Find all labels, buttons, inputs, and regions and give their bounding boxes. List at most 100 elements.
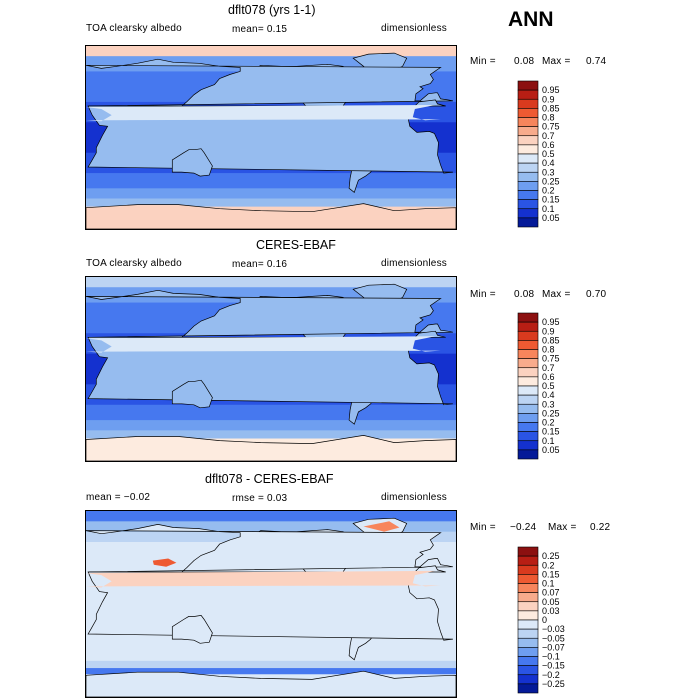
panel-title: CERES-EBAF xyxy=(256,238,336,252)
colorbar-swatch xyxy=(517,619,539,630)
colorbar-tick-label: −0.15 xyxy=(542,661,565,671)
units-label: dimensionless xyxy=(381,492,447,503)
colorbar-tick-label: 0.75 xyxy=(542,122,560,132)
colorbar-tick-label: 0.75 xyxy=(542,354,560,364)
latitude-band xyxy=(86,173,456,189)
colorbar-swatch xyxy=(517,592,539,603)
colorbar-swatch xyxy=(517,385,539,396)
latitude-band xyxy=(86,430,456,440)
latitude-band xyxy=(86,668,456,675)
colorbar-swatch xyxy=(517,181,539,191)
colorbar-swatch xyxy=(517,422,539,432)
colorbar-swatch xyxy=(517,440,539,451)
colorbar-tick-label: 0.5 xyxy=(542,149,555,159)
colorbar-obs-svg: 0.950.90.850.80.750.70.60.50.40.30.250.2… xyxy=(517,312,560,460)
latitude-band xyxy=(86,188,456,199)
season-label: ANN xyxy=(508,8,554,31)
mean-label: mean= 0.15 xyxy=(232,24,288,35)
colorbar-swatch xyxy=(517,367,539,378)
colorbar-swatch xyxy=(517,674,539,685)
colorbar-swatch xyxy=(517,217,539,228)
colorbar-tick-label: 0.03 xyxy=(542,606,560,616)
colorbar-tick-label: 0.15 xyxy=(542,427,560,437)
colorbar-swatch xyxy=(517,656,539,666)
colorbar-tick-label: 0.2 xyxy=(542,560,555,570)
colorbar-swatch xyxy=(517,376,539,387)
rmse-label: rmse = 0.03 xyxy=(232,493,288,504)
continent-australia xyxy=(171,379,213,409)
colorbar-tick-label: 0.7 xyxy=(542,363,555,373)
colorbar-swatch xyxy=(517,358,539,369)
latitude-band xyxy=(86,46,456,57)
map-obs-svg xyxy=(86,277,456,461)
min-label: Min = xyxy=(470,522,496,533)
colorbar-tick-label: 0.1 xyxy=(542,436,555,446)
colorbar-swatch xyxy=(517,330,539,341)
continent-antarctica xyxy=(86,670,456,697)
max-label: Max = xyxy=(548,522,577,533)
colorbar-tick-label: 0.4 xyxy=(542,158,555,168)
map-model-svg xyxy=(86,46,456,229)
panel-title: dflt078 - CERES-EBAF xyxy=(205,472,334,486)
latitude-band xyxy=(86,277,456,288)
max-value: 0.74 xyxy=(586,56,607,67)
colorbar-swatch xyxy=(517,449,539,460)
colorbar-swatch xyxy=(517,108,539,118)
colorbar-swatch xyxy=(517,340,539,350)
colorbar-tick-label: 0.6 xyxy=(542,372,555,382)
colorbar-diff: 0.25 0.2 0.15 0.1 0.07 0.05 0.03 0 −0.03 −0.05 −0.… xyxy=(517,546,578,694)
colorbar-swatch xyxy=(517,601,539,612)
colorbar-tick-label: −0.25 xyxy=(542,679,565,689)
units-label: dimensionless xyxy=(381,23,447,34)
colorbar-tick-label: 0.25 xyxy=(542,176,560,186)
units-label: dimensionless xyxy=(381,258,447,269)
colorbar-tick-label: 0.25 xyxy=(542,408,560,418)
colorbar-tick-label: 0.4 xyxy=(542,390,555,400)
colorbar-tick-label: 0.3 xyxy=(542,167,555,177)
continent-australia xyxy=(171,148,213,177)
colorbar-swatch xyxy=(517,628,539,639)
colorbar-swatch xyxy=(517,637,539,648)
colorbar-swatch xyxy=(517,98,539,109)
map-diff xyxy=(85,510,457,698)
colorbar-swatch xyxy=(517,403,539,414)
colorbar-swatch xyxy=(517,394,539,405)
colorbar-tick-label: 0.05 xyxy=(542,597,560,607)
desert-region xyxy=(86,570,441,588)
colorbar-swatch xyxy=(517,413,539,423)
min-label: Min = xyxy=(470,56,496,67)
colorbar-swatch xyxy=(517,126,539,137)
colorbar-tick-label: 0.15 xyxy=(542,569,560,579)
colorbar-swatch xyxy=(517,583,539,593)
colorbar-swatch xyxy=(517,171,539,182)
positive-anomaly xyxy=(152,558,177,567)
colorbar-model-svg: 0.950.90.850.80.750.70.60.50.40.30.250.2… xyxy=(517,80,560,228)
latitude-band xyxy=(86,420,456,431)
colorbar-tick-label: 0 xyxy=(542,615,547,625)
continent-australia xyxy=(171,615,213,644)
map-obs xyxy=(85,276,457,462)
colorbar-swatch xyxy=(517,80,539,91)
colorbar-tick-label: 0.1 xyxy=(542,579,555,589)
colorbar-swatch xyxy=(517,431,539,442)
colorbar-tick-label: 0.8 xyxy=(542,345,555,355)
colorbar-tick-label: 0.6 xyxy=(542,140,555,150)
colorbar-tick-label: 0.9 xyxy=(542,326,555,336)
colorbar-model: 0.95 0.9 0.85 0.8 0.75 0.7 0.6 0.5 0.4 0.3 0.25 0.2… xyxy=(517,80,578,228)
max-label: Max = xyxy=(542,56,571,67)
desert-region xyxy=(86,336,441,353)
colorbar-tick-label: 0.1 xyxy=(542,204,555,214)
colorbar-tick-label: 0.5 xyxy=(542,381,555,391)
min-value: 0.08 xyxy=(514,289,535,300)
colorbar-tick-label: 0.85 xyxy=(542,103,560,113)
colorbar-swatch xyxy=(517,312,539,323)
colorbar-swatch xyxy=(517,135,539,146)
max-label: Max = xyxy=(542,289,571,300)
colorbar-swatch xyxy=(517,199,539,210)
colorbar-swatch xyxy=(517,144,539,155)
colorbar-swatch xyxy=(517,610,539,621)
colorbar-tick-label: −0.03 xyxy=(542,624,565,634)
colorbar-obs: 0.95 0.9 0.85 0.8 0.75 0.7 0.6 0.5 0.4 0.3 0.25 0.2… xyxy=(517,312,578,460)
variable-label: TOA clearsky albedo xyxy=(86,258,182,269)
colorbar-tick-label: 0.2 xyxy=(542,186,555,196)
